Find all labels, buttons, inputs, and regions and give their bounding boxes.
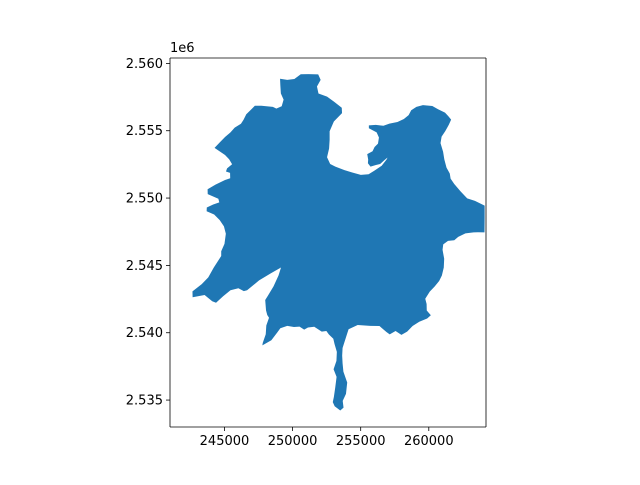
- x-tick-label: 260000: [404, 434, 454, 449]
- y-offset-label: 1e6: [170, 41, 195, 56]
- y-tick-label: 2.535: [126, 394, 163, 409]
- x-tick-label: 250000: [268, 434, 318, 449]
- plot-area: [192, 74, 485, 411]
- y-tick-label: 2.560: [126, 57, 163, 72]
- y-tick-label: 2.555: [126, 124, 163, 139]
- axes: 245000 250000 255000 260000 2.535 2.540 2.545 2…: [126, 57, 487, 449]
- x-tick-label: 245000: [200, 434, 250, 449]
- y-tick-label: 2.540: [126, 326, 163, 341]
- y-tick-label: 2.545: [126, 259, 163, 274]
- region-polygon: [192, 74, 485, 411]
- x-tick-label: 255000: [336, 434, 386, 449]
- y-tick-label: 2.550: [126, 192, 163, 207]
